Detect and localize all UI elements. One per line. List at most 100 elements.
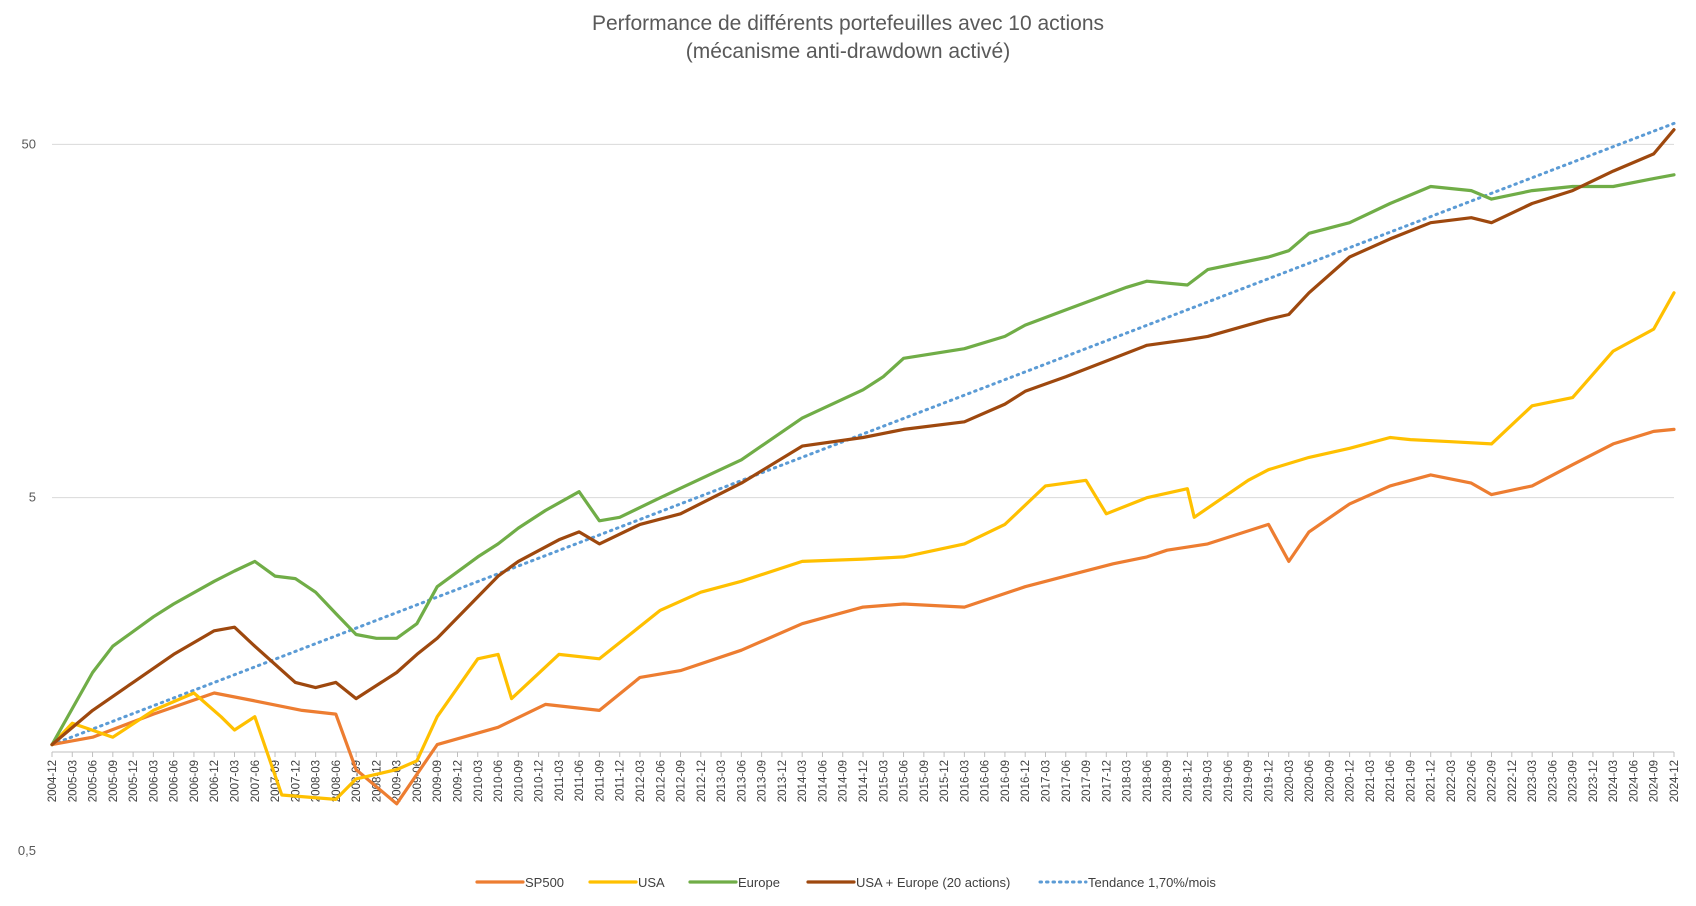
x-tick-label: 2011-06 [574, 760, 586, 801]
x-tick-label: 2019-06 [1223, 760, 1235, 802]
x-tick-label: 2015-12 [939, 760, 951, 802]
x-tick-label: 2017-06 [1061, 760, 1073, 802]
x-tick-label: 2005-03 [67, 760, 79, 802]
series-lines [50, 121, 1676, 806]
x-tick-label: 2024-06 [1628, 760, 1640, 802]
legend: SP500 USA Europe USA + Europe (20 actions) T… [475, 875, 1216, 890]
y-tick-label: 50 [22, 136, 36, 151]
x-tick-label: 2005-09 [108, 760, 120, 802]
x-tick-label: 2010-12 [534, 760, 546, 802]
x-tick-label: 2018-06 [1142, 760, 1154, 802]
x-tick-label: 2005-06 [88, 760, 100, 802]
x-tick-label: 2008-09 [351, 760, 363, 802]
x-tick-label: 2010-09 [513, 760, 525, 802]
x-tick-label: 2024-12 [1669, 760, 1681, 802]
x-tick-label: 2005-12 [128, 760, 140, 802]
x-tick-label: 2013-09 [757, 760, 769, 802]
x-tick-label: 2015-03 [878, 760, 890, 802]
x-tick-label: 2018-09 [1162, 760, 1174, 802]
x-tick-label: 2011-03 [554, 760, 566, 801]
x-tick-label: 2022-06 [1466, 760, 1478, 802]
x-tick-label: 2020-03 [1284, 760, 1296, 802]
x-tick-label: 2006-03 [148, 760, 160, 802]
x-tick-label: 2015-09 [919, 760, 931, 802]
x-tick-label: 2016-06 [980, 760, 992, 802]
x-tick-label: 2023-06 [1547, 760, 1559, 802]
legend-label-trend: Tendance 1,70%/mois [1088, 875, 1216, 890]
x-tick-label: 2010-06 [493, 760, 505, 802]
x-tick-label: 2015-06 [899, 760, 911, 802]
x-tick-label: 2009-09 [432, 760, 444, 802]
chart-title: Performance de différents portefeuilles … [591, 12, 1105, 35]
x-tick-label: 2009-12 [453, 760, 465, 802]
x-tick-label: 2010-03 [473, 760, 485, 802]
series-line-trend [50, 121, 1676, 747]
x-tick-label: 2007-12 [290, 760, 302, 802]
x-tick-label: 2008-12 [371, 760, 383, 802]
chart-subtitle: (mécanisme anti-drawdown activé) [685, 40, 1011, 63]
x-tick-label: 2018-12 [1182, 760, 1194, 802]
x-tick-label: 2019-09 [1243, 760, 1255, 802]
legend-label-europe: Europe [738, 875, 780, 890]
legend-label-usa: USA [638, 875, 665, 890]
x-tick-label: 2013-06 [736, 760, 748, 802]
x-tick-label: 2017-12 [1101, 760, 1113, 802]
x-tick-label: 2004-12 [47, 760, 59, 802]
x-tick-label: 2011-09 [594, 760, 606, 801]
series-line-usa [50, 291, 1676, 801]
x-tick-label: 2016-03 [959, 760, 971, 802]
y-tick-label: 5 [29, 490, 36, 505]
x-tick-label: 2021-03 [1365, 760, 1377, 802]
x-tick-label: 2019-03 [1203, 760, 1215, 802]
x-tick-label: 2021-09 [1405, 760, 1417, 802]
x-axis [51, 751, 1675, 757]
x-tick-label: 2016-12 [1020, 760, 1032, 802]
x-tick-label: 2008-03 [311, 760, 323, 802]
x-tick-label: 2022-12 [1507, 760, 1519, 802]
x-tick-label: 2021-12 [1426, 760, 1438, 802]
x-tick-label: 2022-03 [1446, 760, 1458, 802]
x-tick-labels: 2004-12 2005-03 2005-06 2005-09 2005-12 2006-… [47, 760, 1681, 802]
x-tick-label: 2012-06 [655, 760, 667, 802]
gridlines [52, 143, 1674, 499]
x-tick-label: 2017-03 [1040, 760, 1052, 802]
x-tick-label: 2012-12 [696, 760, 708, 802]
x-tick-label: 2006-09 [189, 760, 201, 802]
x-tick-label: 2014-09 [838, 760, 850, 802]
x-tick-label: 2014-06 [817, 760, 829, 802]
x-tick-label: 2007-03 [229, 760, 241, 802]
series-line-sp500 [50, 427, 1676, 806]
x-tick-label: 2012-03 [635, 760, 647, 802]
x-tick-label: 2006-06 [169, 760, 181, 802]
x-tick-label: 2023-09 [1568, 760, 1580, 802]
series-line-europe [50, 173, 1676, 747]
y-tick-label: 0,5 [18, 843, 36, 858]
x-tick-label: 2018-03 [1122, 760, 1134, 802]
x-tick-label: 2014-12 [858, 760, 870, 802]
x-tick-label: 2012-09 [676, 760, 688, 802]
x-tick-label: 2023-03 [1527, 760, 1539, 802]
y-axis: 0,5 5 50 [18, 136, 36, 858]
x-tick-label: 2006-12 [209, 760, 221, 802]
x-tick-label: 2013-12 [777, 760, 789, 802]
x-tick-label: 2022-09 [1487, 760, 1499, 802]
legend-label-usaeu: USA + Europe (20 actions) [856, 875, 1010, 890]
x-tick-label: 2019-12 [1264, 760, 1276, 802]
x-tick-label: 2020-09 [1324, 760, 1336, 802]
x-tick-label: 2007-06 [250, 760, 262, 802]
legend-label-sp500: SP500 [525, 875, 564, 890]
x-tick-label: 2020-06 [1304, 760, 1316, 802]
x-tick-label: 2017-09 [1081, 760, 1093, 802]
x-tick-label: 2024-09 [1649, 760, 1661, 802]
x-tick-label: 2016-09 [1000, 760, 1012, 802]
x-tick-label: 2024-03 [1608, 760, 1620, 802]
x-tick-label: 2011-12 [615, 760, 627, 801]
x-tick-label: 2013-03 [716, 760, 728, 802]
x-tick-label: 2020-12 [1345, 760, 1357, 802]
series-line-usaeu [50, 128, 1676, 747]
x-tick-label: 2023-12 [1588, 760, 1600, 802]
x-tick-label: 2014-03 [797, 760, 809, 802]
x-tick-label: 2008-06 [331, 760, 343, 802]
